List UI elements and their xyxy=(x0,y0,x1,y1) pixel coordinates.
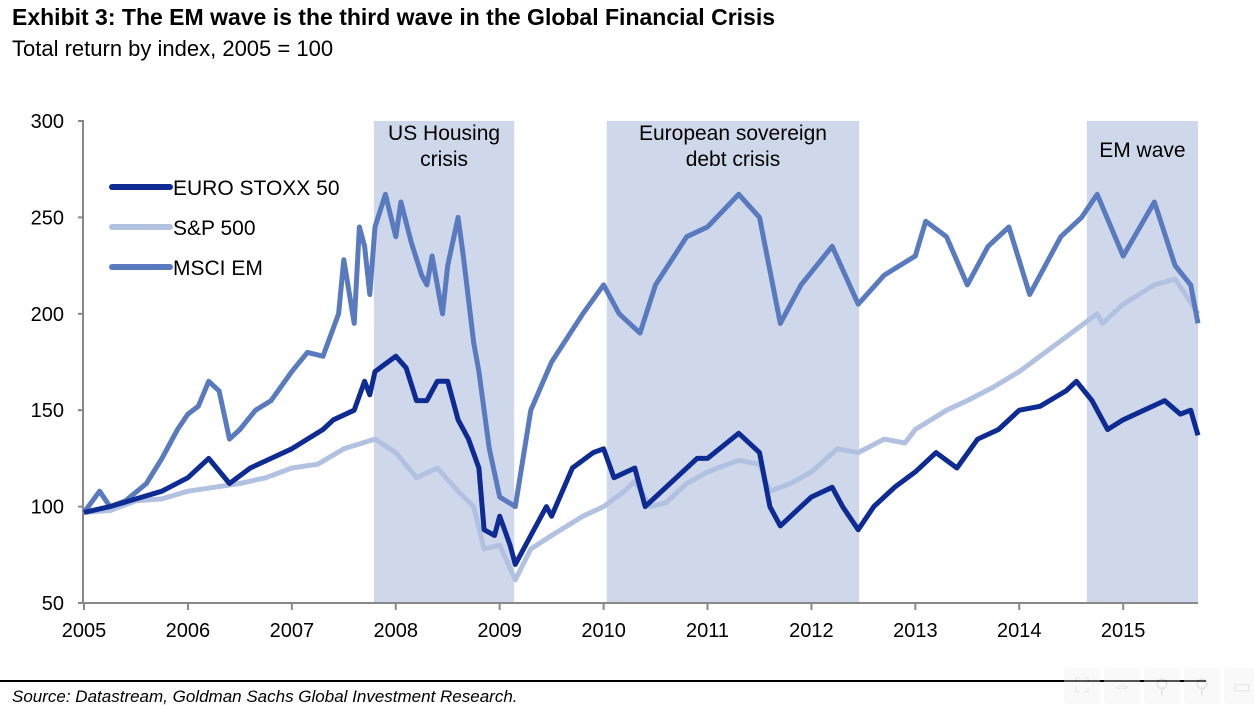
shaded-region-label: European sovereign xyxy=(639,122,827,145)
divider xyxy=(0,680,1206,682)
x-tick-label: 2008 xyxy=(374,620,419,642)
x-tick-label: 2011 xyxy=(686,620,729,642)
line-chart: US Housing crisis European sovereign debt c… xyxy=(31,111,1201,642)
x-tick-label: 2012 xyxy=(789,620,834,642)
x-tick-label: 2009 xyxy=(477,620,522,642)
legend-label: EURO STOXX 50 xyxy=(173,177,340,200)
series-line-s-p-500 xyxy=(83,276,1201,583)
y-tick-label: 250 xyxy=(31,207,64,229)
x-tick-label: 2010 xyxy=(581,620,626,642)
chart-toolbar: ⛶ ⇔ ⚲ ⚲ ▭ xyxy=(1064,668,1254,704)
shaded-region xyxy=(606,121,860,603)
chart-title: Exhibit 3: The EM wave is the third wave… xyxy=(12,4,776,30)
shaded-region xyxy=(373,121,515,603)
x-tick-label: 2013 xyxy=(893,620,938,642)
shaded-region xyxy=(1086,121,1198,603)
pan-icon[interactable]: ⇔ xyxy=(1104,668,1140,704)
shaded-region-label: US Housing xyxy=(388,122,500,145)
shaded-region-label: crisis xyxy=(420,148,468,171)
series-line-msci-em xyxy=(81,191,1201,514)
x-tick-label: 2007 xyxy=(270,620,315,642)
x-tick-label: 2015 xyxy=(1101,620,1146,642)
legend-label: S&P 500 xyxy=(173,217,256,240)
shaded-region-label: debt crisis xyxy=(686,148,781,171)
shaded-region-label: EM wave xyxy=(1099,139,1185,162)
save-icon[interactable]: ▭ xyxy=(1224,668,1254,704)
chart-subtitle: Total return by index, 2005 = 100 xyxy=(12,36,334,61)
y-tick-label: 300 xyxy=(31,111,64,133)
y-tick-label: 150 xyxy=(31,400,64,422)
y-tick-label: 100 xyxy=(31,497,64,519)
zoom-out-icon[interactable]: ⚲ xyxy=(1184,668,1220,704)
fit-icon[interactable]: ⛶ xyxy=(1064,668,1100,704)
x-tick-label: 2014 xyxy=(997,620,1042,642)
x-tick-label: 2005 xyxy=(62,620,107,642)
series-line-euro-stoxx-50 xyxy=(83,353,1201,567)
zoom-in-icon[interactable]: ⚲ xyxy=(1144,668,1180,704)
legend-label: MSCI EM xyxy=(173,257,263,280)
source-note: Source: Datastream, Goldman Sachs Global… xyxy=(12,687,518,706)
y-tick-label: 50 xyxy=(42,593,64,615)
y-tick-label: 200 xyxy=(31,304,64,326)
x-tick-label: 2006 xyxy=(166,620,211,642)
